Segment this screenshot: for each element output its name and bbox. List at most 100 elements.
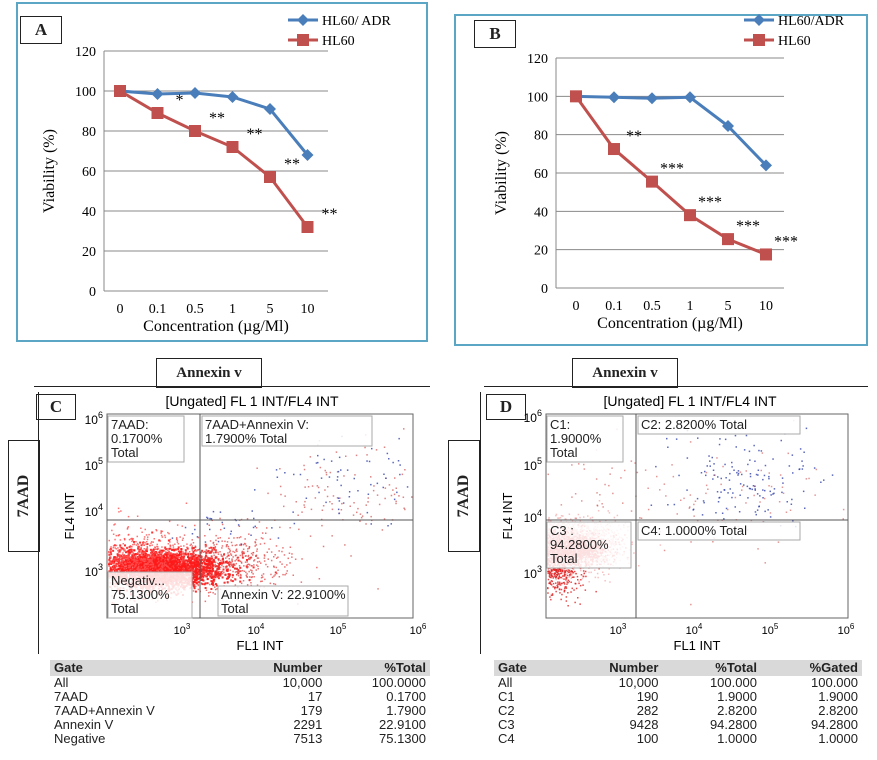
table-header: Number bbox=[231, 660, 327, 676]
panel-b-frame bbox=[454, 14, 868, 346]
table-cell: 7AAD bbox=[54, 689, 88, 704]
table-cell: 7AAD+Annexin V bbox=[54, 703, 155, 718]
x-tick-label: 106 bbox=[410, 622, 427, 637]
x-tick-label: 0.5 bbox=[186, 302, 204, 317]
line-chart-b: 0 20 40 60 80 100 120 0 0.1 0.5 1 5 10 Concentration … bbox=[493, 14, 845, 332]
y-tick-label: 120 bbox=[527, 52, 548, 67]
table-row: C3 9428 94.2800 94.2800 bbox=[494, 718, 862, 732]
table-cell: 94.2800 bbox=[709, 717, 757, 732]
series-line-square bbox=[574, 95, 767, 256]
quadrant-label-text: Total bbox=[550, 551, 578, 566]
legend-marker-square bbox=[297, 34, 309, 46]
quadrant-label-text: 0.1700% bbox=[111, 431, 163, 446]
y-tick-label: 120 bbox=[75, 45, 96, 60]
data-point-square bbox=[189, 125, 201, 137]
table-cell: 100.000 bbox=[811, 675, 858, 690]
series-line-diamond bbox=[575, 94, 768, 167]
quadrant-label-text: Total bbox=[111, 601, 139, 616]
quadrant-label-text: Total bbox=[550, 445, 578, 460]
table-cell: 179 bbox=[300, 703, 323, 718]
quadrant-label-text: 75.1300% bbox=[111, 587, 170, 602]
table-cell: 100.0000 bbox=[371, 675, 426, 690]
data-point-diamond bbox=[264, 103, 276, 115]
series-line-diamond bbox=[119, 89, 309, 156]
data-point-square bbox=[722, 233, 734, 246]
y-tick-label: 0 bbox=[541, 282, 548, 297]
x-tick-label: 105 bbox=[330, 622, 347, 637]
table-cell: 100 bbox=[636, 731, 659, 746]
table-header: %Gated bbox=[760, 660, 862, 676]
x-tick-label: 106 bbox=[838, 622, 855, 637]
table-cell: All bbox=[54, 675, 69, 690]
quadrant-label-box bbox=[546, 521, 632, 569]
data-point-diamond bbox=[226, 91, 239, 103]
table-cell: 94.2800 bbox=[811, 717, 858, 732]
data-point-diamond bbox=[722, 120, 734, 133]
quadrant-label-box bbox=[546, 415, 624, 463]
quadrant-label-box bbox=[217, 585, 349, 617]
table-cell: 2.8200 bbox=[717, 703, 757, 718]
y-tick-label: 0 bbox=[89, 285, 96, 300]
quadrant-label-text: C3 : bbox=[550, 523, 574, 538]
y-tick-label: 105 bbox=[85, 456, 103, 473]
panel-d-letter: D bbox=[486, 394, 526, 420]
legend-label: HL60/ADR bbox=[778, 14, 845, 29]
quadrant-label-box bbox=[107, 415, 185, 463]
data-point-square bbox=[301, 221, 314, 233]
data-point-diamond bbox=[760, 159, 772, 172]
y-tick-label: 80 bbox=[534, 129, 548, 144]
table-row: Negative 7513 75.1300 bbox=[50, 732, 430, 746]
table-header: %Total bbox=[326, 660, 430, 676]
x-axis-label: FL1 INT bbox=[674, 638, 721, 653]
line-chart-a: 0 20 40 60 80 100 120 0 0.1 0.5 1 5 10 Concentration … bbox=[41, 14, 392, 335]
x-tick-label: 105 bbox=[762, 622, 779, 637]
table-cell: 1.7900 bbox=[386, 703, 426, 718]
x-tick-label: 0.1 bbox=[149, 302, 167, 317]
legend-label: HL60 bbox=[322, 34, 355, 49]
data-point-square bbox=[684, 209, 696, 222]
y-axis-label: FL4 INT bbox=[62, 492, 77, 539]
table-cell: 2.8200 bbox=[818, 703, 858, 718]
y-tick-label: 20 bbox=[534, 244, 548, 259]
x-tick-label: 5 bbox=[725, 299, 732, 314]
y-tick-label: 40 bbox=[82, 205, 96, 220]
y-axis-label: Viability (%) bbox=[493, 131, 510, 215]
y-tick-label: 104 bbox=[524, 508, 542, 525]
data-point-square bbox=[264, 171, 276, 183]
7aad-label-d: 7AAD bbox=[455, 474, 472, 518]
table-cell: 100.000 bbox=[709, 675, 757, 690]
data-point-diamond bbox=[608, 91, 620, 104]
data-point-square bbox=[760, 248, 772, 261]
7aad-arrow-line-d bbox=[480, 392, 481, 654]
table-row: C4 100 1.0000 1.0000 bbox=[494, 732, 862, 746]
quadrant-label-box bbox=[107, 571, 193, 619]
legend-label: HL60/ ADR bbox=[322, 14, 392, 29]
x-axis-label: Concentration (µg/Ml) bbox=[143, 318, 289, 335]
significance-mark: *** bbox=[774, 233, 798, 250]
flow-plot-title: [Ungated] FL 1 INT/FL4 INT bbox=[604, 393, 777, 409]
y-tick-label: 106 bbox=[85, 410, 103, 427]
x-tick-label: 103 bbox=[174, 622, 191, 637]
y-tick-label: 103 bbox=[524, 564, 542, 581]
annexin-label-d: Annexin v bbox=[572, 358, 678, 388]
table-cell: 9428 bbox=[629, 717, 659, 732]
table-cell: C2 bbox=[498, 703, 515, 718]
flow-plot-title: [Ungated] FL 1 INT/FL4 INT bbox=[166, 393, 339, 409]
panel-a-letter: A bbox=[20, 16, 62, 44]
table-cell: 10,000 bbox=[618, 675, 659, 690]
table-cell: 2291 bbox=[293, 717, 323, 732]
x-tick-label: 0 bbox=[117, 302, 124, 317]
significance-mark: ** bbox=[247, 126, 263, 143]
quadrant-label-text: Total bbox=[221, 601, 249, 616]
quadrant-label-text: 7AAD: bbox=[111, 417, 149, 432]
table-cell: 1.9000 bbox=[717, 689, 757, 704]
quadrant-label-box bbox=[637, 415, 801, 435]
table-cell: C3 bbox=[498, 717, 515, 732]
x-tick-label: 104 bbox=[686, 622, 703, 637]
x-tick-label: 10 bbox=[759, 299, 773, 314]
quadrant-label-text: Annexin V: 22.9100% bbox=[221, 587, 346, 602]
flow-plot-c: [Ungated] FL 1 INT/FL4 INT 103 104 105 106 10… bbox=[62, 393, 427, 653]
quadrant-label-text: C2: 2.8200% Total bbox=[641, 417, 747, 432]
annexin-arrow-line-c bbox=[34, 386, 430, 387]
legend-marker-square bbox=[753, 34, 765, 46]
